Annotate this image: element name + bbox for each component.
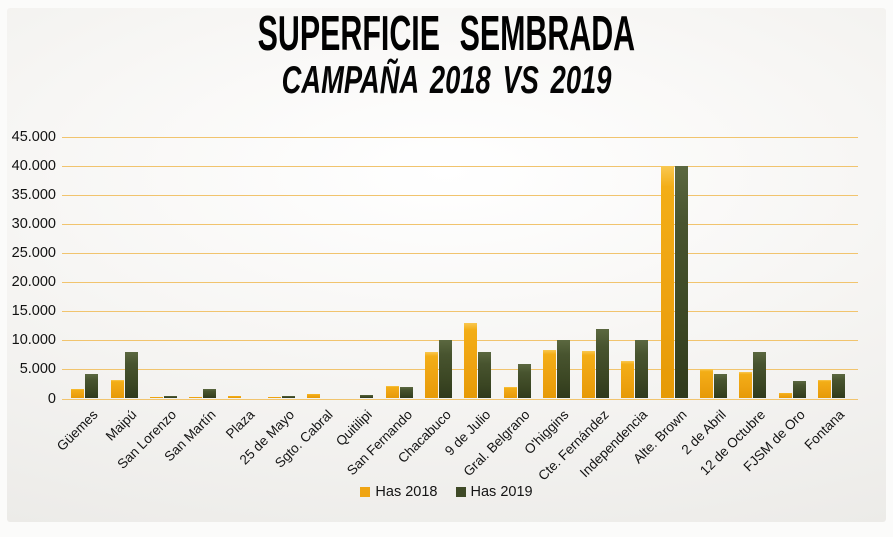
- title-block: SUPERFICIE SEMBRADA CAMPAÑA 2018 VS 2019: [0, 7, 893, 101]
- legend-label-has-2019: Has 2019: [470, 484, 533, 500]
- bar-has-2019: [85, 374, 99, 399]
- bar-has-2019: [360, 395, 374, 399]
- gridline: [62, 137, 858, 138]
- bar-has-2019: [753, 352, 767, 399]
- bar-has-2019: [124, 352, 138, 399]
- bar-has-2019: [596, 328, 610, 399]
- bar-has-2018: [267, 396, 281, 399]
- bar-has-2018: [149, 396, 163, 399]
- gridline: [62, 166, 858, 168]
- bar-has-2019: [556, 340, 570, 399]
- bar-has-2018: [660, 166, 674, 399]
- legend-entry-2018: Has 2018: [360, 484, 438, 500]
- bar-has-2019: [517, 363, 531, 399]
- chart-subtitle: CAMPAÑA 2018 VS 2019: [0, 61, 893, 100]
- bar-has-2019: [203, 388, 217, 399]
- bar-has-2018: [778, 392, 792, 399]
- bar-has-2019: [438, 340, 452, 399]
- gridline: [62, 253, 858, 255]
- chart-subtitle-text: CAMPAÑA 2018 VS 2019: [281, 59, 612, 102]
- bar-has-2018: [542, 349, 556, 399]
- bar-has-2019: [281, 396, 295, 399]
- legend-label-has-2018: Has 2018: [375, 484, 438, 500]
- bar-has-2018: [621, 360, 635, 399]
- gridline: [62, 369, 858, 371]
- legend-swatch-has-2018: [360, 487, 371, 497]
- y-tick-label: 0: [47, 390, 56, 407]
- bar-has-2018: [385, 385, 399, 399]
- bar-has-2019: [478, 352, 492, 399]
- bar-has-2019: [792, 381, 806, 399]
- y-tick-label: 35.000: [11, 187, 56, 204]
- bar-has-2018: [503, 386, 517, 399]
- bar-has-2018: [582, 350, 596, 399]
- legend-entry-2019: Has 2019: [455, 484, 533, 500]
- bar-has-2018: [307, 394, 321, 399]
- y-tick-label: 5.000: [19, 361, 56, 378]
- bar-has-2019: [635, 340, 649, 399]
- gridline: [62, 282, 858, 284]
- chart-panel: [7, 8, 886, 522]
- bar-has-2018: [739, 371, 753, 399]
- chart-title: SUPERFICIE SEMBRADA: [257, 7, 636, 61]
- bar-has-2018: [189, 396, 203, 399]
- bar-has-2019: [674, 166, 688, 399]
- bar-has-2018: [228, 396, 242, 399]
- bar-has-2019: [399, 386, 413, 399]
- gridline: [62, 195, 858, 197]
- y-tick-label: 25.000: [11, 245, 56, 262]
- legend-swatch-has-2019: [455, 487, 466, 497]
- y-tick-label: 20.000: [11, 274, 56, 291]
- gridline: [62, 398, 858, 400]
- bar-has-2018: [71, 389, 85, 399]
- legend: Has 2018 Has 2019: [0, 484, 893, 500]
- bar-has-2019: [163, 395, 177, 399]
- y-tick-label: 15.000: [11, 303, 56, 320]
- bar-has-2018: [464, 322, 478, 399]
- y-tick-label: 40.000: [11, 158, 56, 175]
- bar-has-2019: [714, 374, 728, 399]
- y-tick-label: 30.000: [11, 216, 56, 233]
- bar-has-2019: [831, 374, 845, 399]
- bar-has-2018: [700, 369, 714, 399]
- bar-has-2018: [424, 352, 438, 399]
- gridline: [62, 340, 858, 342]
- bar-has-2018: [110, 379, 124, 399]
- bar-has-2018: [817, 379, 831, 399]
- y-tick-label: 45.000: [11, 129, 56, 145]
- gridline: [62, 311, 858, 313]
- y-tick-label: 10.000: [11, 332, 56, 349]
- gridline: [62, 224, 858, 226]
